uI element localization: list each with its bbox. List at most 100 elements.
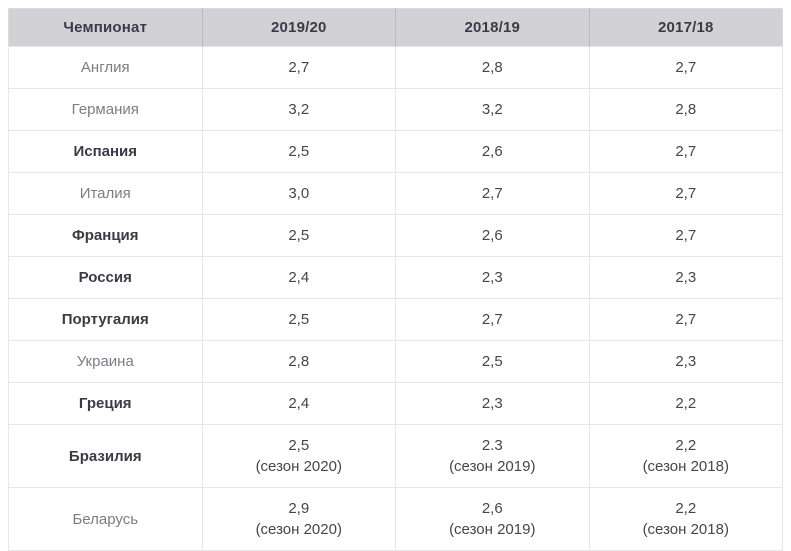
value-cell: 2,6 (сезон 2019)	[395, 487, 590, 551]
value-cell: 2,3	[588, 256, 783, 299]
championship-cell: Германия	[8, 88, 203, 131]
table-row: Украина 2,8 2,5 2,3	[8, 340, 783, 383]
value-cell: 2,2 (сезон 2018)	[588, 487, 783, 551]
value-line: 3,2	[288, 101, 310, 118]
value-line: 2,3	[675, 269, 697, 286]
championship-cell: Бразилия	[8, 424, 203, 488]
value-line: 2,2	[675, 500, 697, 517]
value-line: 2,4	[288, 395, 310, 412]
value-cell: 2,6	[395, 214, 590, 257]
value-cell: 3,2	[201, 88, 396, 131]
value-cell: 2,7	[588, 130, 783, 173]
value-line: 3,2	[481, 101, 503, 118]
value-cell: 2,3	[588, 340, 783, 383]
value-line: 2,5	[481, 353, 503, 370]
value-line: 2,7	[481, 185, 503, 202]
value-cell: 2,5 (сезон 2020)	[201, 424, 396, 488]
championship-cell: Греция	[8, 382, 203, 425]
value-line: (сезон 2019)	[449, 458, 536, 475]
table-body: Англия 2,7 2,8 2,7 Германия 3,2 3,2 2,8 Испания 2…	[8, 46, 783, 551]
value-line: 2,6	[481, 500, 503, 517]
value-cell: 2,6	[395, 130, 590, 173]
value-cell: 2,7	[201, 46, 396, 89]
value-line: 2,8	[675, 101, 697, 118]
value-line: 2,7	[675, 59, 697, 76]
championship-cell: Украина	[8, 340, 203, 383]
value-cell: 2,7	[395, 172, 590, 215]
value-line: 2,3	[481, 269, 503, 286]
value-line: 2,3	[481, 395, 503, 412]
championship-cell: Испания	[8, 130, 203, 173]
value-line: 2,6	[481, 227, 503, 244]
header-championship: Чемпионат	[8, 8, 203, 47]
table-row: Англия 2,7 2,8 2,7	[8, 46, 783, 89]
value-cell: 2,9 (сезон 2020)	[201, 487, 396, 551]
table-row: Бразилия 2,5 (сезон 2020) 2.3 (сезон 2019) 2,…	[8, 424, 783, 488]
value-cell: 2,2 (сезон 2018)	[588, 424, 783, 488]
value-cell: 2,3	[395, 382, 590, 425]
value-cell: 2,5	[395, 340, 590, 383]
championship-cell: Франция	[8, 214, 203, 257]
value-cell: 2,7	[588, 172, 783, 215]
value-line: 2,8	[481, 59, 503, 76]
value-cell: 2,5	[201, 298, 396, 341]
value-cell: 2,7	[588, 214, 783, 257]
value-line: 2,4	[288, 269, 310, 286]
championship-cell: Беларусь	[8, 487, 203, 551]
value-cell: 2,3	[395, 256, 590, 299]
value-line: 2,7	[675, 311, 697, 328]
value-line: (сезон 2020)	[255, 458, 342, 475]
table-row: Португалия 2,5 2,7 2,7	[8, 298, 783, 341]
value-line: 2,9	[288, 500, 310, 517]
championship-cell: Италия	[8, 172, 203, 215]
value-line: (сезон 2019)	[449, 521, 536, 538]
value-line: 2,6	[481, 143, 503, 160]
value-cell: 2,5	[201, 130, 396, 173]
value-line: 2,5	[288, 437, 310, 454]
value-line: 2,5	[288, 311, 310, 328]
table-row: Испания 2,5 2,6 2,7	[8, 130, 783, 173]
value-cell: 2,7	[395, 298, 590, 341]
table-row: Россия 2,4 2,3 2,3	[8, 256, 783, 299]
table-row: Германия 3,2 3,2 2,8	[8, 88, 783, 131]
table-row: Беларусь 2,9 (сезон 2020) 2,6 (сезон 2019) 2,…	[8, 487, 783, 551]
value-line: 2,3	[675, 353, 697, 370]
championship-cell: Россия	[8, 256, 203, 299]
value-cell: 2,4	[201, 256, 396, 299]
value-cell: 2,5	[201, 214, 396, 257]
value-cell: 2,2	[588, 382, 783, 425]
value-line: (сезон 2020)	[255, 521, 342, 538]
championship-goals-table: Чемпионат 2019/20 2018/19 2017/18 Англия…	[8, 8, 783, 551]
value-line: 2,2	[675, 395, 697, 412]
value-line: 3,0	[288, 185, 310, 202]
value-line: (сезон 2018)	[642, 521, 729, 538]
value-cell: 2,4	[201, 382, 396, 425]
championship-cell: Англия	[8, 46, 203, 89]
value-cell: 3,2	[395, 88, 590, 131]
value-line: 2,7	[675, 143, 697, 160]
value-line: 2,2	[675, 437, 697, 454]
value-cell: 2,8	[201, 340, 396, 383]
value-line: 2,7	[675, 227, 697, 244]
table-row: Италия 3,0 2,7 2,7	[8, 172, 783, 215]
value-cell: 2,8	[395, 46, 590, 89]
value-cell: 2.3 (сезон 2019)	[395, 424, 590, 488]
header-season-2017-18: 2017/18	[589, 8, 783, 47]
table-header: Чемпионат 2019/20 2018/19 2017/18	[8, 8, 783, 47]
value-line: 2,7	[288, 59, 310, 76]
value-line: 2,7	[675, 185, 697, 202]
header-season-2018-19: 2018/19	[395, 8, 590, 47]
header-season-2019-20: 2019/20	[202, 8, 396, 47]
value-line: 2.3	[481, 437, 503, 454]
value-cell: 2,7	[588, 298, 783, 341]
value-line: 2,5	[288, 143, 310, 160]
value-line: 2,7	[481, 311, 503, 328]
table-row: Греция 2,4 2,3 2,2	[8, 382, 783, 425]
value-cell: 2,8	[588, 88, 783, 131]
header-row: Чемпионат 2019/20 2018/19 2017/18	[8, 8, 783, 47]
value-line: 2,8	[288, 353, 310, 370]
championship-cell: Португалия	[8, 298, 203, 341]
table-row: Франция 2,5 2,6 2,7	[8, 214, 783, 257]
value-cell: 2,7	[588, 46, 783, 89]
